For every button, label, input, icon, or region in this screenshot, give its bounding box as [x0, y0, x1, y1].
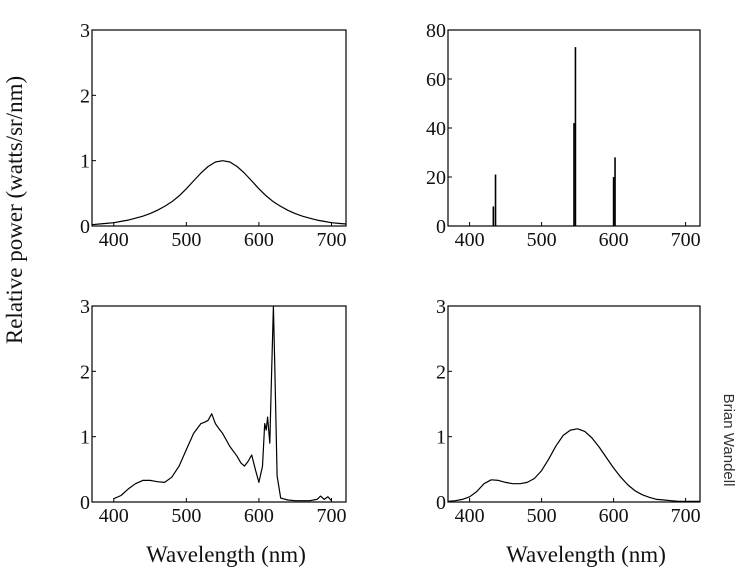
- spectrum-curve: [91, 160, 347, 226]
- y-tick-label: 3: [436, 296, 446, 318]
- y-tick-label: 20: [426, 167, 446, 189]
- x-tick-label: 500: [171, 229, 201, 251]
- y-tick-label: 1: [80, 151, 90, 173]
- x-tick-label: 600: [599, 229, 629, 251]
- spectrum-curve: [113, 305, 332, 502]
- chart-panel-top-right: 400 500 600 700 0 20 40 60 80: [426, 20, 701, 251]
- x-tick-label: 700: [671, 505, 701, 527]
- x-axis-label-left: Wavelength (nm): [146, 542, 306, 567]
- plot-frame: [91, 305, 347, 503]
- y-tick-label: 60: [426, 69, 446, 91]
- spectrum-curve: [447, 428, 700, 502]
- y-tick-label: 1: [80, 427, 90, 449]
- x-tick-label: 700: [316, 229, 346, 251]
- y-tick-label: 40: [426, 118, 446, 140]
- x-tick-label: 600: [244, 229, 274, 251]
- x-tick-label: 700: [671, 229, 701, 251]
- x-tick-label: 600: [244, 505, 274, 527]
- y-tick-label: 1: [436, 427, 446, 449]
- chart-panel-top-left: 400 500 600 700 0 1 2 3: [80, 20, 347, 251]
- plot-frame: [447, 305, 701, 503]
- x-tick-label: 500: [527, 229, 557, 251]
- x-tick-label: 400: [455, 229, 485, 251]
- y-tick-label: 0: [80, 492, 90, 514]
- x-tick-label: 700: [316, 505, 346, 527]
- y-axis-label: Relative power (watts/sr/nm): [2, 76, 27, 344]
- x-tick-label: 400: [455, 505, 485, 527]
- x-tick-label: 400: [99, 505, 129, 527]
- y-tick-label: 2: [80, 361, 90, 383]
- x-axis-label-right: Wavelength (nm): [506, 542, 666, 567]
- y-tick-label: 0: [80, 216, 90, 238]
- y-tick-label: 3: [80, 296, 90, 318]
- x-tick-label: 500: [527, 505, 557, 527]
- credit-text: Brian Wandell: [720, 394, 737, 487]
- chart-panel-bottom-left: 400 500 600 700 0 1 2 3: [80, 296, 347, 527]
- chart-panel-bottom-right: 400 500 600 700 0 1 2 3: [436, 296, 701, 527]
- y-tick-label: 2: [80, 85, 90, 107]
- y-tick-label: 0: [436, 216, 446, 238]
- y-tick-label: 2: [436, 361, 446, 383]
- x-tick-label: 400: [99, 229, 129, 251]
- y-tick-label: 0: [436, 492, 446, 514]
- x-tick-label: 500: [171, 505, 201, 527]
- y-tick-label: 3: [80, 20, 90, 42]
- x-tick-label: 600: [599, 505, 629, 527]
- plot-frame: [91, 29, 347, 227]
- y-tick-label: 80: [426, 20, 446, 42]
